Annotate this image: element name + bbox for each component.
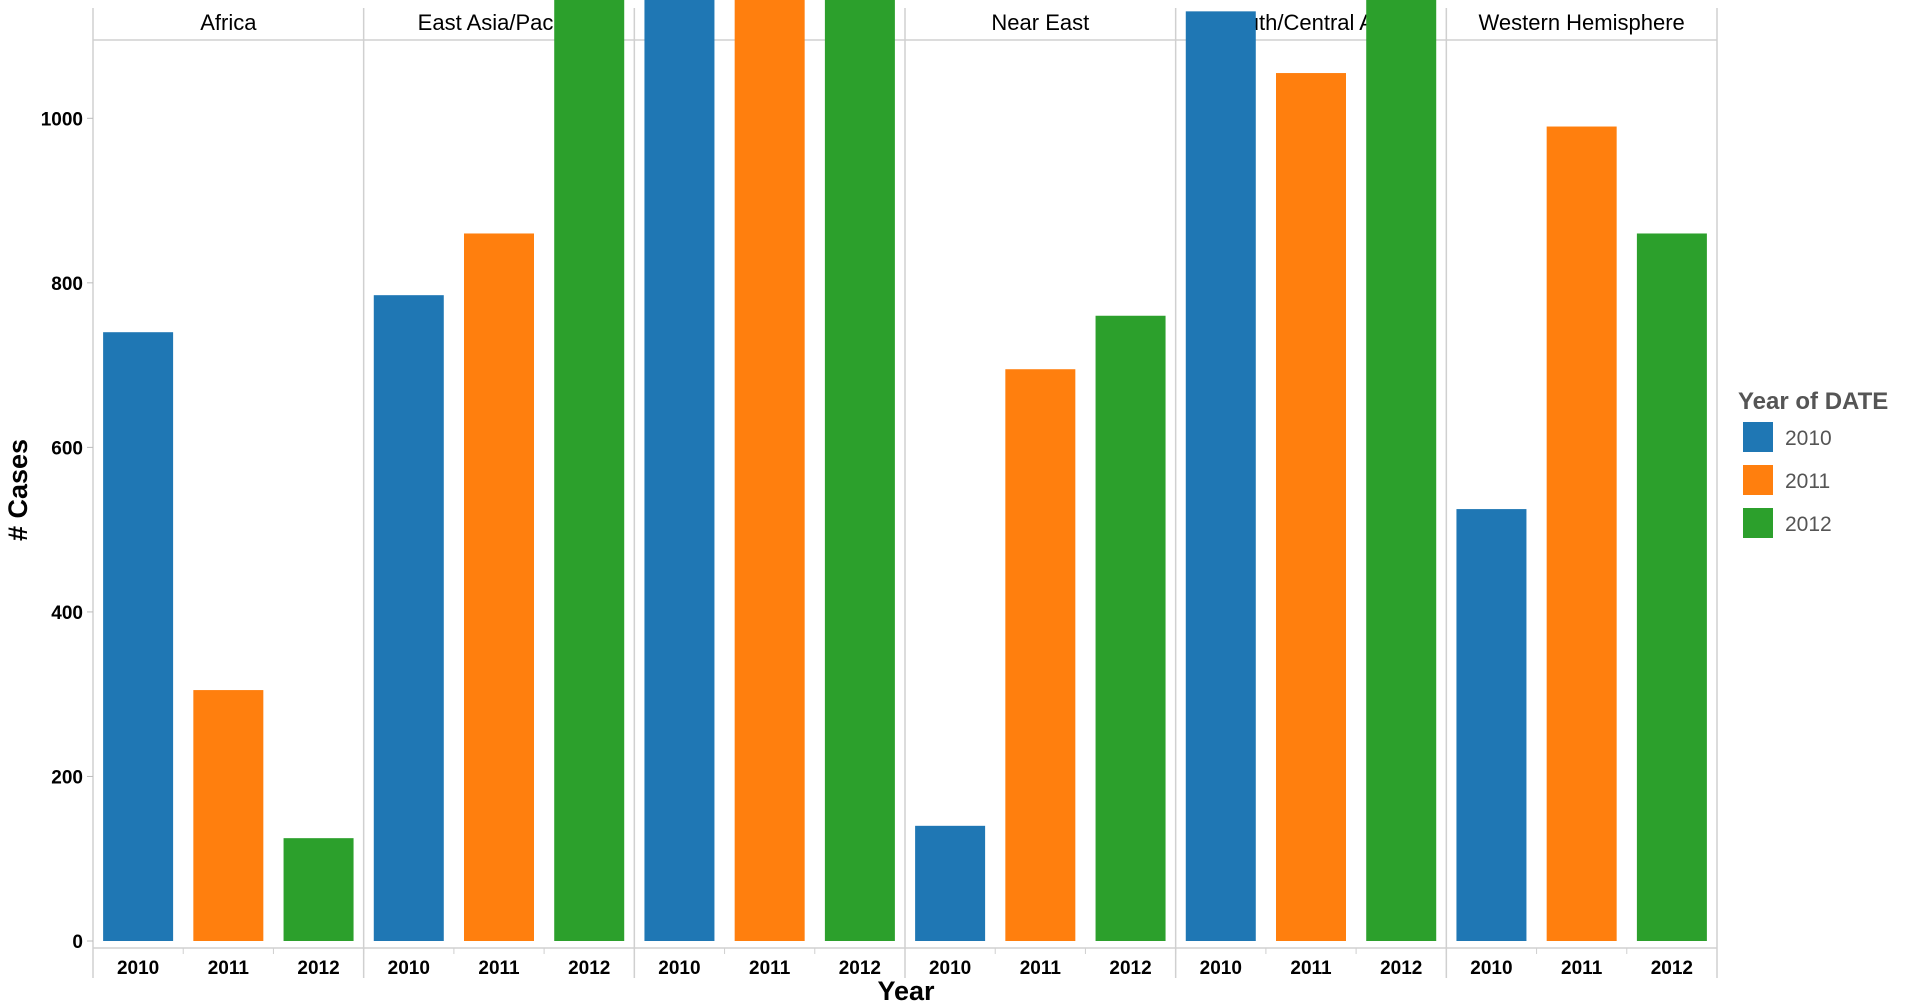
x-tick-label: 2011 bbox=[1020, 958, 1062, 979]
legend-swatch bbox=[1743, 465, 1773, 495]
x-axis-title: Year bbox=[877, 976, 935, 1003]
panel-header: East Asia/Pacific bbox=[418, 10, 581, 35]
x-tick-label: 2011 bbox=[1561, 958, 1603, 979]
bar bbox=[464, 233, 534, 941]
bar bbox=[1456, 509, 1527, 941]
bar bbox=[103, 332, 174, 941]
bar bbox=[734, 0, 805, 941]
x-tick-label: 2012 bbox=[839, 958, 881, 979]
x-tick-label: 2010 bbox=[658, 958, 700, 979]
bar bbox=[1276, 73, 1346, 941]
legend-swatch bbox=[1743, 422, 1773, 452]
legend-swatch bbox=[1743, 508, 1773, 538]
panel-header: Africa bbox=[200, 10, 257, 35]
x-tick-label: 2012 bbox=[568, 958, 610, 979]
x-tick-label: 2010 bbox=[1200, 958, 1242, 979]
bar bbox=[1546, 126, 1617, 942]
y-tick-label: 1000 bbox=[41, 109, 83, 130]
x-axis: 2010 2011 2012 2010 2011 2012 2010 2011 2012 2010… bbox=[92, 948, 1693, 979]
x-tick-label: 2011 bbox=[749, 958, 791, 979]
y-tick-label: 200 bbox=[51, 767, 83, 788]
bar bbox=[644, 0, 715, 941]
x-tick-label: 2010 bbox=[929, 958, 971, 979]
bars bbox=[103, 0, 1707, 942]
x-tick-label: 2012 bbox=[1651, 958, 1693, 979]
legend-label: 2011 bbox=[1785, 470, 1830, 493]
x-tick-label: 2012 bbox=[1109, 958, 1151, 979]
bar bbox=[824, 0, 895, 941]
x-tick-label: 2010 bbox=[1470, 958, 1512, 979]
bar bbox=[1636, 233, 1707, 941]
bar bbox=[193, 690, 264, 941]
bar bbox=[283, 838, 354, 941]
panel-header: Western Hemisphere bbox=[1479, 10, 1685, 35]
y-axis-title: # Cases bbox=[3, 439, 33, 541]
legend-label: 2012 bbox=[1785, 513, 1832, 536]
y-tick-label: 400 bbox=[51, 603, 83, 624]
y-tick-label: 0 bbox=[72, 932, 83, 953]
bar bbox=[554, 0, 625, 942]
panel-header: Near East bbox=[991, 10, 1089, 35]
legend-label: 2010 bbox=[1785, 427, 1832, 450]
bar bbox=[1005, 369, 1076, 941]
bar bbox=[373, 295, 444, 941]
y-axis: 0200400600800100012001400160018002000220… bbox=[41, 109, 93, 953]
x-tick-label: 2011 bbox=[478, 958, 520, 979]
x-tick-label: 2012 bbox=[297, 958, 339, 979]
x-tick-label: 2012 bbox=[1380, 958, 1422, 979]
legend-title: Year of DATE bbox=[1738, 388, 1888, 415]
x-tick-label: 2010 bbox=[117, 958, 159, 979]
x-tick-label: 2011 bbox=[208, 958, 250, 979]
x-tick-label: 2010 bbox=[388, 958, 430, 979]
bar bbox=[1095, 315, 1166, 941]
y-tick-label: 600 bbox=[51, 438, 83, 459]
bar bbox=[915, 825, 986, 941]
y-tick-label: 800 bbox=[51, 274, 83, 295]
bar bbox=[1366, 0, 1437, 942]
bar bbox=[1185, 11, 1256, 942]
x-tick-label: 2011 bbox=[1290, 958, 1332, 979]
legend: Year of DATE 2010 2011 2012 bbox=[1738, 388, 1888, 538]
